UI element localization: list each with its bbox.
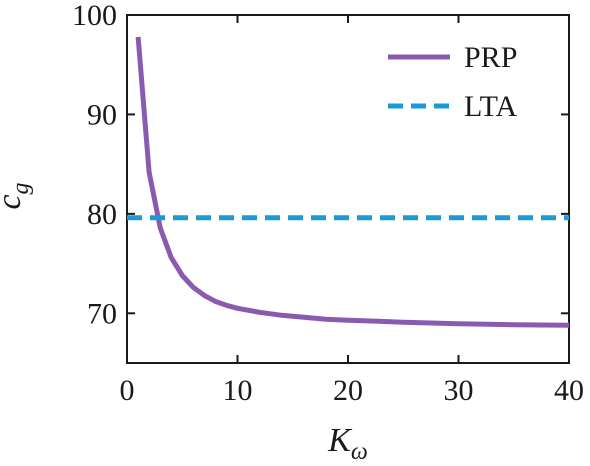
x-tick-label: 40	[554, 374, 584, 407]
y-axis-label-main: c	[0, 194, 28, 209]
x-tick-label: 0	[120, 374, 135, 407]
x-tick-label: 10	[223, 374, 253, 407]
x-axis-label: Kω	[327, 422, 368, 465]
axis-ticks: 0 10 20 30 40 70 80 90 100	[72, 0, 584, 407]
x-tick-label: 30	[444, 374, 474, 407]
x-axis-label-subscript: ω	[351, 439, 368, 465]
legend-label-lta: LTA	[464, 90, 517, 123]
y-axis-label-subscript: g	[8, 182, 34, 194]
x-tick-label: 20	[333, 374, 363, 407]
y-tick-label: 80	[87, 198, 117, 231]
y-axis-label: cg	[0, 182, 34, 209]
y-tick-label: 70	[87, 297, 117, 330]
legend-label-prp: PRP	[464, 41, 517, 74]
series-line-prp	[135, 36, 570, 328]
y-tick-label: 100	[72, 0, 117, 32]
series-layer	[127, 36, 570, 328]
y-tick-label: 90	[87, 98, 117, 131]
legend: PRP LTA	[388, 41, 517, 123]
x-axis-label-main: K	[327, 422, 353, 459]
